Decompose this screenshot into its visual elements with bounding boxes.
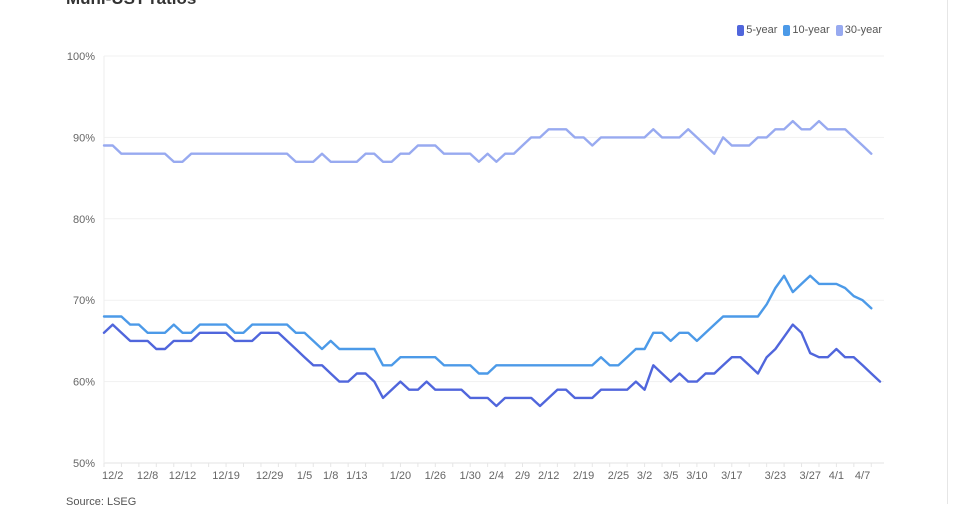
x-tick-label: 3/10 [686,470,707,482]
series-line-5-year [102,323,882,408]
x-tick-label: 12/2 [102,470,123,482]
y-tick-label: 70% [73,295,95,307]
source-note: Source: LSEG [66,496,137,508]
y-tick-label: 50% [73,458,95,470]
x-tick-label: 1/13 [346,470,367,482]
x-tick-label: 2/12 [538,470,559,482]
x-tick-label: 3/2 [637,470,652,482]
legend: 5-year 10-year 30-year [737,24,882,36]
legend-item-5-year[interactable]: 5-year [737,24,777,36]
x-tick-label: 2/25 [608,470,629,482]
x-tick-label: 1/5 [297,470,312,482]
legend-swatch-5-year [737,24,745,36]
x-tick-label: 2/4 [489,470,504,482]
series-line-30-year [102,119,873,163]
y-tick-label: 90% [73,132,95,144]
legend-swatch-10-year [783,24,791,36]
x-tick-label: 12/19 [212,470,240,482]
x-tick-label: 2/9 [515,470,530,482]
legend-label-30-year: 30-year [844,24,882,36]
x-tick-label: 12/8 [137,470,158,482]
x-tick-label: 1/20 [390,470,411,482]
legend-label-10-year: 10-year [792,24,830,36]
chart-frame [947,0,948,504]
legend-item-10-year[interactable]: 10-year [783,24,830,36]
x-tick-label: 12/12 [169,470,197,482]
x-tick-label: 3/17 [721,470,742,482]
x-tick-label: 1/8 [323,470,338,482]
x-tick-label: 4/1 [829,470,844,482]
legend-swatch-30-year [835,24,843,36]
legend-item-30-year[interactable]: 30-year [835,24,882,36]
legend-label-5-year: 5-year [746,24,778,36]
x-tick-label: 1/30 [459,470,480,482]
x-tick-label: 3/5 [663,470,678,482]
chart-title: Muni-UST ratios [66,0,196,9]
x-tick-label: 12/29 [256,470,284,482]
y-tick-label: 80% [73,214,95,226]
x-tick-label: 4/7 [855,470,870,482]
x-tick-label: 1/26 [425,470,446,482]
series-line-10-year [102,274,873,375]
x-tick-label: 3/27 [800,470,821,482]
y-tick-label: 60% [73,377,95,389]
x-tick-label: 2/19 [573,470,594,482]
x-tick-label: 3/23 [765,470,786,482]
y-tick-label: 100% [67,51,95,63]
